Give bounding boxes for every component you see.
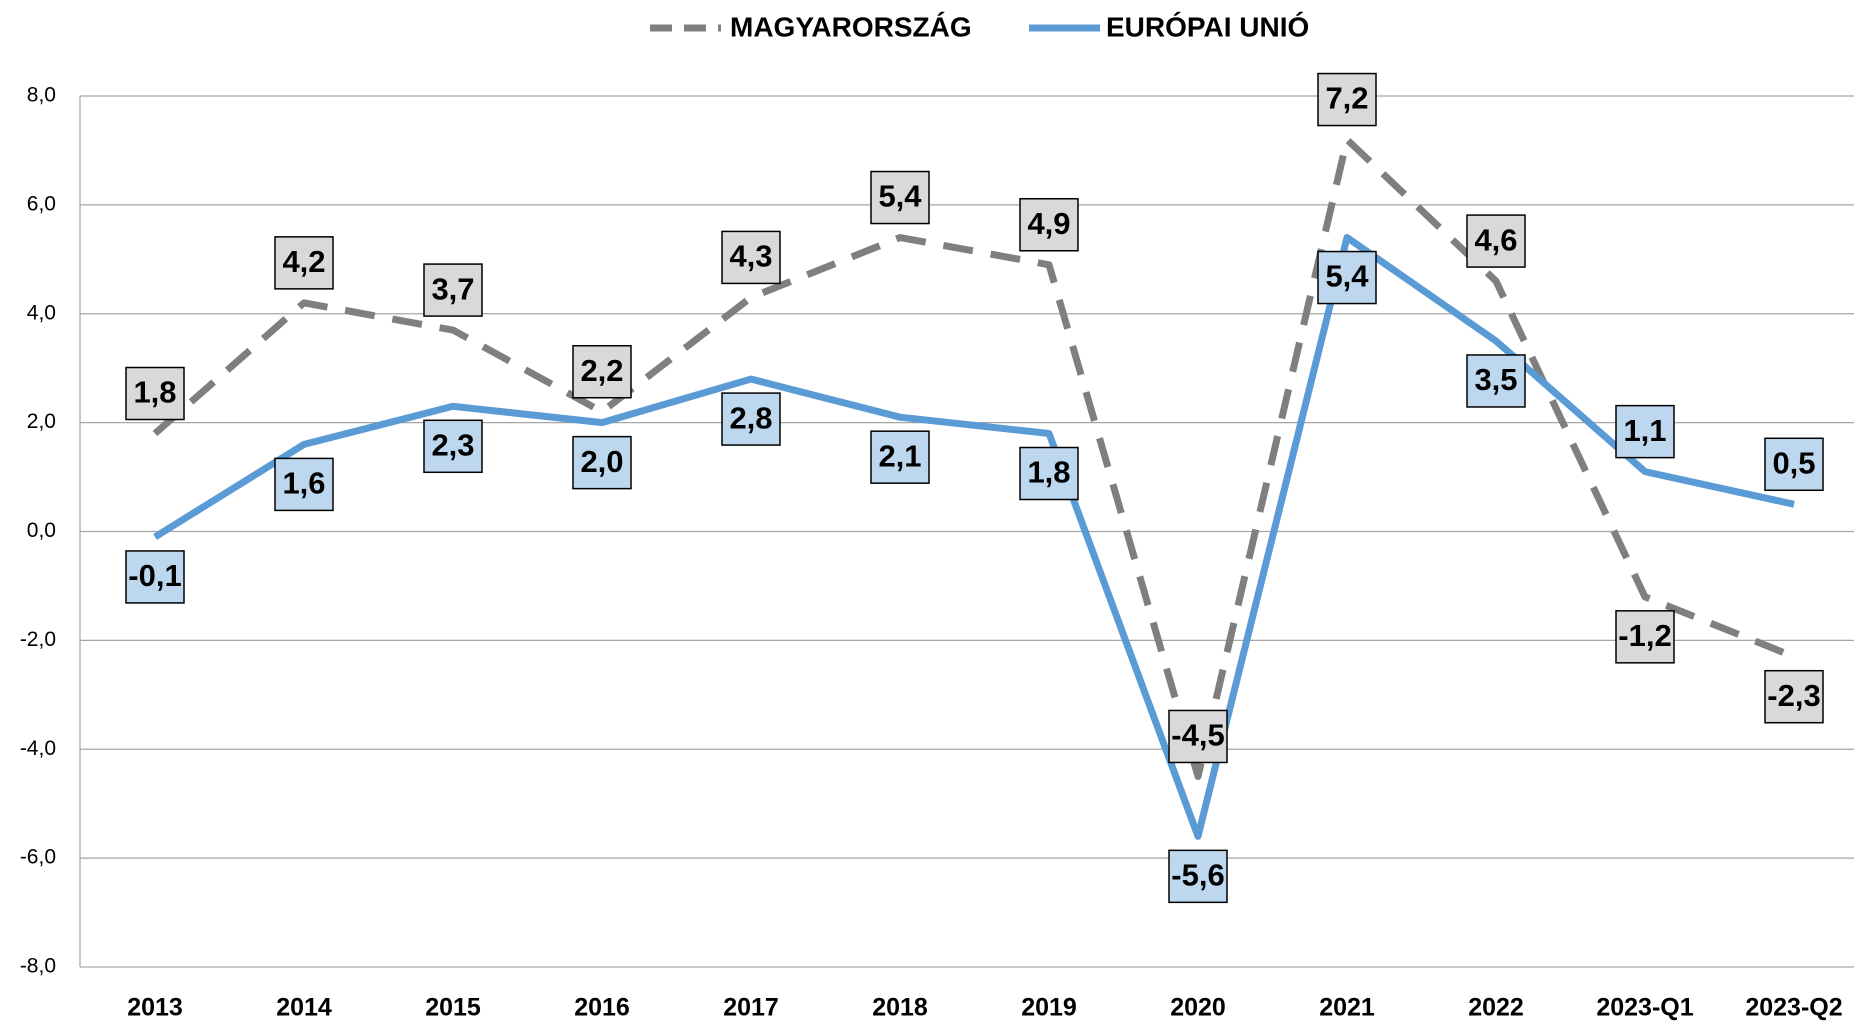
data-label-box: [721, 230, 781, 285]
data-label-text: 1,8: [133, 375, 176, 410]
y-tick-label: -4,0: [20, 737, 56, 760]
data-label: -5,6: [1168, 849, 1228, 904]
series-line: [153, 234, 1795, 840]
data-label-box: [1466, 214, 1526, 268]
data-label-text: -4,5: [1171, 718, 1224, 753]
data-label: 7,2: [1317, 72, 1377, 127]
x-tick-label: 2014: [276, 994, 332, 1022]
data-label-text: 4,6: [1474, 222, 1517, 257]
data-label-box: [1764, 437, 1824, 492]
data-label-text: 5,4: [1325, 259, 1369, 294]
legend-label: MAGYARORSZÁG: [730, 11, 972, 42]
x-tick-label: 2019: [1021, 994, 1077, 1022]
data-label: 2,1: [870, 430, 930, 484]
x-tick-label: 2015: [425, 994, 481, 1022]
data-label-box: [870, 430, 930, 484]
data-label-text: 7,2: [1325, 81, 1368, 116]
data-label: 4,6: [1466, 214, 1526, 268]
data-label-text: 2,0: [580, 444, 623, 479]
data-label-text: 5,4: [878, 179, 922, 214]
data-label-box: [274, 457, 334, 512]
y-tick-label: 8,0: [27, 84, 56, 107]
data-label-box: [1317, 72, 1377, 127]
data-label-box: [1019, 198, 1079, 252]
data-label: 2,8: [721, 392, 781, 446]
data-label-text: 0,5: [1772, 445, 1815, 480]
y-tick-label: 4,0: [27, 301, 56, 324]
x-tick-label: 2022: [1468, 994, 1524, 1022]
data-label-text: 2,8: [729, 400, 772, 435]
data-label: 0,5: [1764, 437, 1824, 492]
data-label: -0,1: [125, 550, 185, 604]
x-tick-label: 2023-Q1: [1596, 994, 1693, 1022]
x-tick-label: 2013: [127, 994, 183, 1022]
data-label-text: 2,3: [431, 427, 474, 462]
x-tick-label: 2020: [1170, 994, 1226, 1022]
y-tick-label: -6,0: [20, 846, 56, 869]
data-label-text: 1,8: [1027, 455, 1070, 490]
data-label-text: 3,7: [431, 271, 474, 306]
data-label-text: 4,2: [282, 244, 325, 279]
data-label-text: -1,2: [1618, 618, 1671, 653]
data-label-text: -5,6: [1171, 858, 1224, 893]
y-tick-label: 2,0: [27, 410, 56, 433]
data-label: 2,2: [572, 344, 632, 399]
data-label-box: [1764, 669, 1824, 724]
data-label-box: [1466, 354, 1526, 408]
x-tick-label: 2021: [1319, 994, 1375, 1022]
data-label-box: [1168, 709, 1228, 764]
series-line: [152, 136, 1796, 780]
data-label-text: -2,3: [1767, 678, 1820, 713]
data-label-box: [1317, 250, 1377, 305]
data-label: 1,6: [274, 457, 334, 512]
data-label: 4,9: [1019, 198, 1079, 252]
data-label: 1,8: [125, 366, 185, 421]
data-label: 5,4: [870, 170, 930, 225]
data-label: 2,3: [423, 419, 483, 474]
data-label-box: [125, 550, 185, 604]
data-label: 1,8: [1019, 446, 1079, 501]
data-label: 3,5: [1466, 354, 1526, 408]
data-label-text: 3,5: [1474, 362, 1517, 397]
data-label: 4,2: [274, 236, 334, 290]
data-label-box: [125, 366, 185, 421]
data-label-box: [572, 435, 632, 490]
data-label-box: [274, 236, 334, 290]
data-label: -1,2: [1615, 610, 1675, 664]
data-label: 3,7: [423, 263, 483, 317]
data-label: -4,5: [1168, 709, 1228, 764]
data-label-box: [572, 344, 632, 399]
data-label: 4,3: [721, 230, 781, 285]
data-label-box: [423, 263, 483, 317]
data-label: 1,1: [1615, 404, 1675, 459]
y-tick-label: 6,0: [27, 192, 56, 215]
data-label-text: -0,1: [128, 558, 181, 593]
data-label-text: 2,2: [580, 353, 623, 388]
y-tick-label: 0,0: [27, 519, 56, 542]
data-label-box: [1019, 446, 1079, 501]
data-label-box: [721, 392, 781, 446]
data-label-text: 1,1: [1623, 413, 1666, 448]
y-tick-label: -2,0: [20, 628, 56, 651]
data-label: -2,3: [1764, 669, 1824, 724]
y-tick-label: -8,0: [20, 955, 56, 978]
data-label-text: 1,6: [282, 466, 325, 501]
data-label-box: [423, 419, 483, 474]
x-tick-label: 2018: [872, 994, 928, 1022]
data-label-box: [1615, 610, 1675, 664]
x-tick-label: 2023-Q2: [1745, 994, 1842, 1022]
data-label: 2,0: [572, 435, 632, 490]
data-label: 5,4: [1317, 250, 1377, 305]
x-tick-label: 2016: [574, 994, 630, 1022]
x-tick-label: 2017: [723, 994, 779, 1022]
data-label-box: [870, 170, 930, 225]
data-label-box: [1168, 849, 1228, 904]
data-label-box: [1615, 404, 1675, 459]
legend-label: EURÓPAI UNIÓ: [1106, 11, 1309, 42]
data-label-text: 4,9: [1027, 206, 1070, 241]
data-label-text: 2,1: [878, 438, 921, 473]
data-label-text: 4,3: [729, 239, 772, 274]
